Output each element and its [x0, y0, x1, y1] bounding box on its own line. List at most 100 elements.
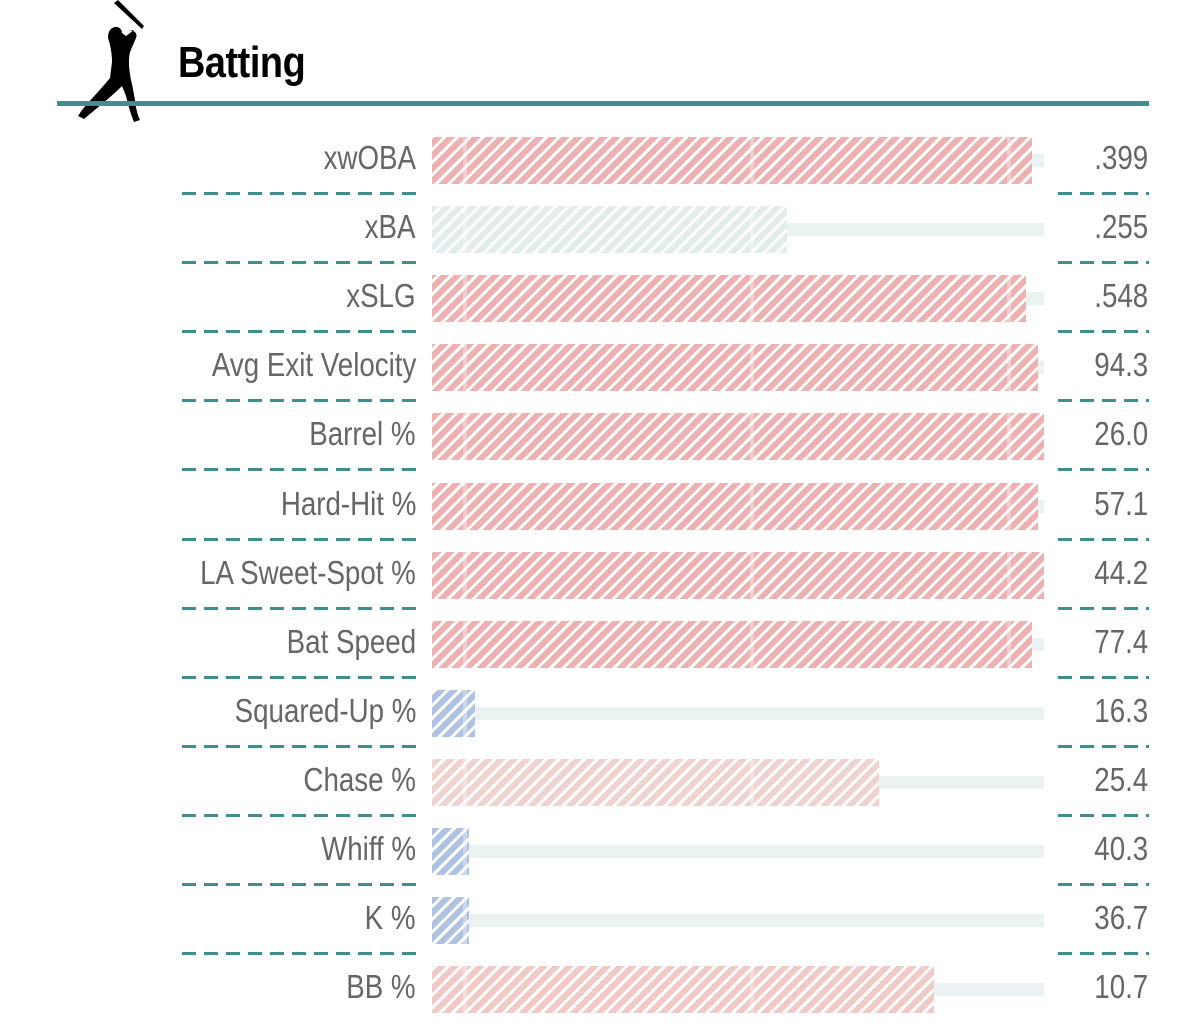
row-divider [1058, 330, 1149, 334]
metric-row: Chase % 25.4 [0, 747, 1202, 817]
percentile-bar [432, 758, 879, 806]
metric-row: Barrel % 26.0 [0, 401, 1202, 472]
metric-row: Squared-Up % 16.3 [0, 678, 1202, 748]
row-divider [1058, 675, 1149, 679]
percentile-bar [432, 206, 787, 254]
percentile-gridline [462, 897, 467, 945]
row-divider [182, 675, 418, 679]
percentile-track [432, 706, 1044, 720]
percentile-bar [432, 620, 1032, 668]
percentile-gridline [462, 413, 467, 461]
metric-row: xSLG .548 [0, 263, 1202, 334]
metric-value: 40.3 [1094, 830, 1148, 867]
row-divider [1058, 606, 1149, 610]
row-divider [1058, 261, 1149, 265]
row-divider [182, 261, 418, 265]
percentile-gridline [750, 482, 755, 530]
percentile-gridline [462, 828, 467, 875]
percentile-gridline [1007, 344, 1012, 392]
metric-label: Whiff % [321, 830, 416, 867]
percentile-bar [432, 966, 934, 1014]
row-divider [182, 537, 418, 541]
row-divider [182, 192, 418, 195]
row-divider [1058, 399, 1149, 403]
percentile-bar [432, 828, 469, 875]
metric-label: Hard-Hit % [280, 484, 416, 522]
percentile-bar [432, 897, 469, 945]
row-divider [1058, 192, 1149, 195]
metric-row: LA Sweet-Spot % 44.2 [0, 540, 1202, 610]
percentile-gridline [462, 966, 467, 1014]
percentile-gridline [750, 758, 755, 806]
percentile-bar [432, 551, 1044, 599]
metric-label: xSLG [346, 277, 416, 315]
metric-value: 36.7 [1094, 899, 1148, 937]
batter-silhouette-icon [78, 0, 144, 122]
metric-label: Chase % [303, 760, 416, 798]
row-divider [1058, 813, 1149, 817]
metric-label: K % [365, 899, 416, 937]
metric-value: 57.1 [1094, 484, 1148, 522]
metric-label: LA Sweet-Spot % [200, 553, 416, 591]
percentile-gridline [462, 551, 467, 599]
metric-label: Bat Speed [286, 622, 416, 660]
percentile-bar [432, 482, 1038, 530]
percentile-gridline [750, 344, 755, 392]
percentile-gridline [750, 206, 755, 254]
metric-row: Bat Speed 77.4 [0, 609, 1202, 679]
metric-row: Hard-Hit % 57.1 [0, 471, 1202, 541]
metric-label: xBA [365, 208, 416, 246]
percentile-gridline [750, 620, 755, 668]
percentile-gridline [462, 137, 467, 184]
metric-value: .255 [1094, 208, 1148, 246]
metric-row: xwOBA .399 [0, 125, 1202, 195]
metric-label: Avg Exit Velocity [211, 346, 416, 384]
row-divider [182, 606, 418, 610]
metric-value: 44.2 [1094, 553, 1148, 591]
percentile-gridline [462, 689, 467, 737]
percentile-bar [432, 689, 475, 737]
percentile-gridline [1007, 482, 1012, 530]
row-divider [1058, 744, 1149, 748]
row-divider [1058, 468, 1149, 472]
percentile-bar [432, 275, 1026, 323]
percentile-gridline [1007, 413, 1012, 461]
metric-label: BB % [346, 968, 416, 1006]
metric-row: BB % 10.7 [0, 954, 1202, 1023]
percentile-gridline [1007, 137, 1012, 184]
metric-value: 16.3 [1094, 691, 1148, 729]
row-divider [1058, 952, 1149, 956]
header-divider [57, 101, 1149, 106]
metric-row: Whiff % 40.3 [0, 816, 1202, 886]
metric-row: K % 36.7 [0, 885, 1202, 956]
row-divider [182, 952, 418, 956]
percentile-gridline [1007, 551, 1012, 599]
metric-value: 77.4 [1094, 622, 1148, 660]
percentile-gridline [750, 275, 755, 323]
percentile-bar [432, 413, 1044, 461]
percentile-gridline [462, 275, 467, 323]
metric-value: 94.3 [1094, 346, 1148, 384]
metric-value: .399 [1094, 139, 1148, 176]
row-divider [1058, 883, 1149, 886]
percentile-gridline [462, 758, 467, 806]
row-divider [182, 883, 418, 886]
percentile-gridline [462, 482, 467, 530]
percentile-gridline [750, 966, 755, 1014]
metric-row: Avg Exit Velocity 94.3 [0, 332, 1202, 403]
row-divider [182, 813, 418, 817]
metric-row: xBA .255 [0, 194, 1202, 265]
percentile-track [432, 914, 1044, 928]
metric-value: 10.7 [1094, 968, 1148, 1006]
row-divider [182, 744, 418, 748]
row-divider [182, 399, 418, 403]
percentile-track [432, 845, 1044, 858]
percentile-gridline [750, 137, 755, 184]
row-divider [182, 330, 418, 334]
metric-label: Barrel % [309, 415, 416, 453]
percentile-gridline [750, 551, 755, 599]
percentile-gridline [1007, 275, 1012, 323]
row-divider [182, 468, 418, 472]
percentile-gridline [1007, 620, 1012, 668]
percentile-gridline [462, 206, 467, 254]
